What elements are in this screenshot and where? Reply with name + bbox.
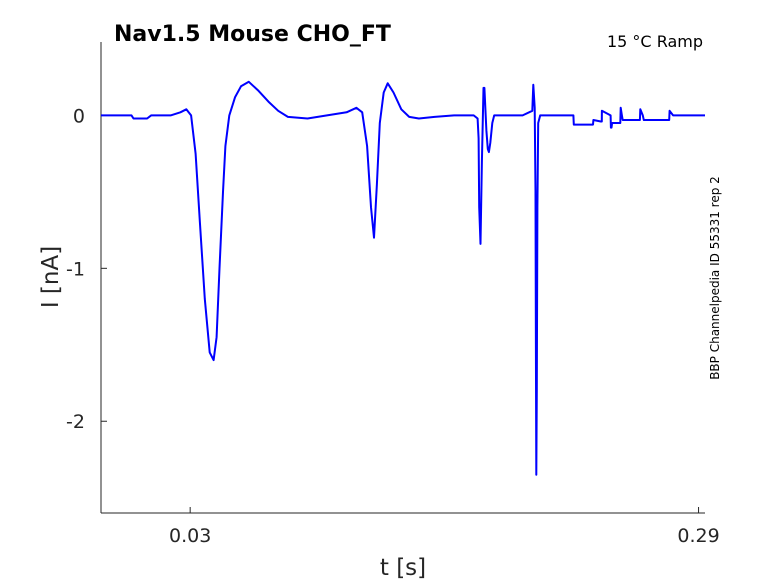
y-ticks: 0 -1 -2 [66, 105, 107, 433]
x-tick-label: 0.29 [677, 525, 719, 547]
y-tick-label: -1 [66, 258, 85, 280]
current-trace [101, 80, 705, 476]
y-tick-label: 0 [73, 105, 85, 127]
plot-area: 0 -1 -2 0.03 0.29 [66, 42, 720, 547]
y-axis-label: I [nA] [38, 246, 64, 308]
y-tick-label: -2 [66, 411, 85, 433]
x-ticks: 0.03 0.29 [169, 507, 720, 547]
side-label: BBP Channelpedia ID 55331 rep 2 [708, 176, 722, 380]
corner-label: 15 °C Ramp [607, 32, 703, 51]
x-tick-label: 0.03 [169, 525, 211, 547]
chart-title: Nav1.5 Mouse CHO_FT [114, 22, 391, 47]
x-axis-label: t [s] [380, 555, 426, 581]
